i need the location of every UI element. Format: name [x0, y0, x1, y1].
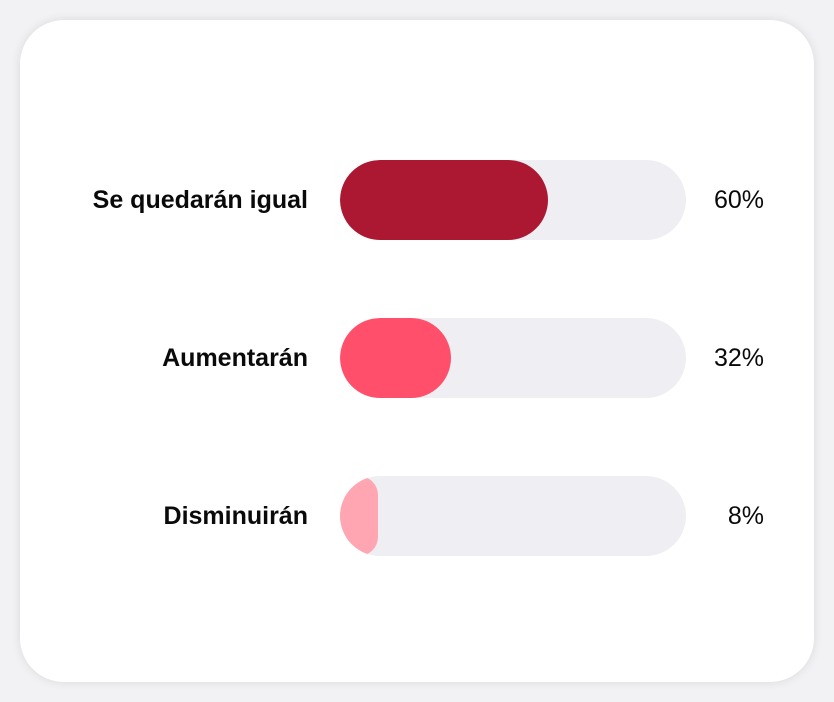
- bar-row: Disminuirán 8%: [20, 476, 814, 556]
- bar-row: Aumentarán 32%: [20, 318, 814, 398]
- category-label: Se quedarán igual: [92, 186, 308, 214]
- bar-fill: [340, 160, 548, 240]
- category-label: Disminuirán: [163, 502, 308, 530]
- category-label: Aumentarán: [162, 344, 308, 372]
- bar-track: [340, 476, 686, 556]
- value-label: 32%: [713, 344, 764, 372]
- bar-track: [340, 318, 686, 398]
- bar-track: [340, 160, 686, 240]
- bar-fill: [340, 318, 451, 398]
- value-label: 8%: [727, 502, 764, 530]
- value-label: 60%: [713, 186, 764, 214]
- bar-row: Se quedarán igual 60%: [20, 160, 814, 240]
- chart-card: Se quedarán igual 60% Aumentarán 32% Disminu…: [20, 20, 814, 682]
- bar-fill: [340, 476, 378, 556]
